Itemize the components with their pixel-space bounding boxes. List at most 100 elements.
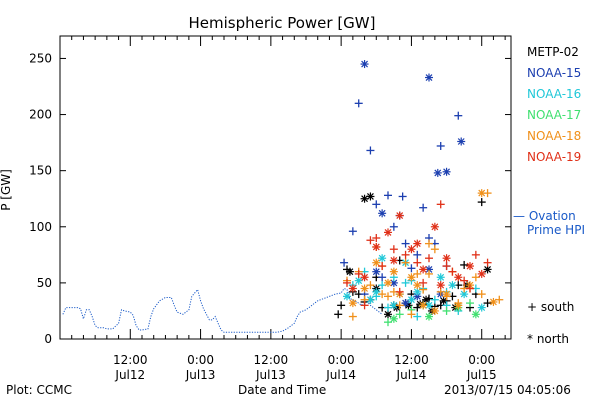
data-point-star [395,211,404,220]
star-d2 [384,310,392,318]
star-d2 [390,279,398,287]
data-point-star [430,222,439,231]
data-point-plus [395,287,404,296]
data-point-plus [389,245,398,254]
data-point-plus [477,290,486,299]
star-d2 [466,262,474,270]
data-point-plus [401,278,410,287]
y-tick-label: 200 [29,108,52,122]
data-point-plus [401,250,410,259]
data-point-star [360,284,369,293]
data-point-plus [398,192,407,201]
legend-ovation-line1: — Ovation [513,209,576,223]
y-tick-label: 100 [29,220,52,234]
legend-entry: METP-02 [527,45,579,59]
legend-south-marker: + south [527,300,574,314]
star-d2 [443,168,450,176]
data-point-plus [413,258,422,267]
data-point-plus [483,258,492,267]
data-point-plus [384,191,392,200]
star-d2 [349,299,357,307]
data-point-plus [413,250,422,259]
star-d2 [425,74,433,81]
data-point-plus [430,245,439,254]
star-d2 [478,189,486,197]
data-point-plus [425,269,433,278]
star-d2 [454,301,462,309]
data-point-plus [366,281,375,290]
footer-x-axis-label: Date and Time [238,383,327,397]
star-d2 [454,273,462,281]
data-point-plus [340,258,349,267]
data-point-star [436,281,445,290]
star-d2 [425,265,433,273]
star-d2 [408,296,415,304]
data-point-star [389,314,398,323]
x-tick-time-label: 12:00 [254,353,289,367]
star-d2 [440,297,448,305]
legend-entry: NOAA-15 [527,66,581,80]
legend-entry: NOAA-16 [527,87,581,101]
data-point-star [389,267,398,276]
star-d2 [367,193,374,200]
data-point-plus [436,141,445,150]
data-point-plus [436,200,445,209]
x-tick-date-label: Jul14 [396,368,427,382]
y-tick-label: 250 [29,51,52,65]
star-d2 [422,296,430,304]
footer-timestamp: 2013/07/15 04:05:06 [444,383,571,397]
data-point-plus [407,264,416,273]
y-tick-label: 150 [29,164,52,178]
star-d2 [343,292,351,300]
data-point-plus [442,262,451,271]
x-axis-ticks: 12:00Jul120:00Jul1312:00Jul130:00Jul1412… [71,36,506,382]
legend: METP-02 NOAA-15 NOAA-16 NOAA-17 NOAA-18 NOAA-… [513,45,585,346]
star-d2 [460,290,468,298]
data-point-plus [460,276,469,285]
data-point-plus [378,262,387,271]
data-point-plus [454,111,463,120]
data-point-plus [430,295,439,304]
data-point-plus [395,301,404,310]
data-point-star [378,254,387,263]
data-point-star [413,239,422,248]
data-point-star [419,301,428,310]
star-d2 [437,273,445,281]
legend-entry: NOAA-19 [527,150,581,164]
data-point-plus [395,310,404,319]
star-d2 [490,298,497,306]
data-point-star [366,192,375,201]
data-point-plus [442,306,451,315]
data-point-star [477,303,486,312]
data-point-plus [407,310,416,319]
data-point-plus [419,278,428,287]
data-point-star [372,242,381,251]
data-point-star [454,301,463,310]
star-d2 [484,265,491,273]
data-point-plus [495,295,504,304]
x-tick-time-label: 12:00 [394,353,429,367]
data-point-plus [419,285,428,294]
data-point-plus [466,284,474,293]
x-tick-time-label: 0:00 [328,353,355,367]
x-tick-time-label: 0:00 [187,353,214,367]
x-tick-time-label: 0:00 [468,353,495,367]
x-tick-date-label: Jul13 [185,368,216,382]
data-point-star [407,245,416,254]
data-point-star [378,209,387,218]
data-point-plus [401,239,410,248]
legend-north-marker: * north [527,332,569,346]
data-point-star [345,267,354,276]
star-d2 [355,277,363,285]
star-d2 [378,209,386,217]
data-point-star [457,137,466,146]
data-point-plus [378,281,387,290]
star-d2 [346,268,354,276]
data-point-plus [360,301,369,310]
star-d2 [361,285,368,292]
data-point-star [442,167,451,176]
data-point-plus [401,258,410,267]
data-point-plus [378,290,387,299]
data-point-plus [389,222,398,231]
data-point-plus [334,310,343,319]
